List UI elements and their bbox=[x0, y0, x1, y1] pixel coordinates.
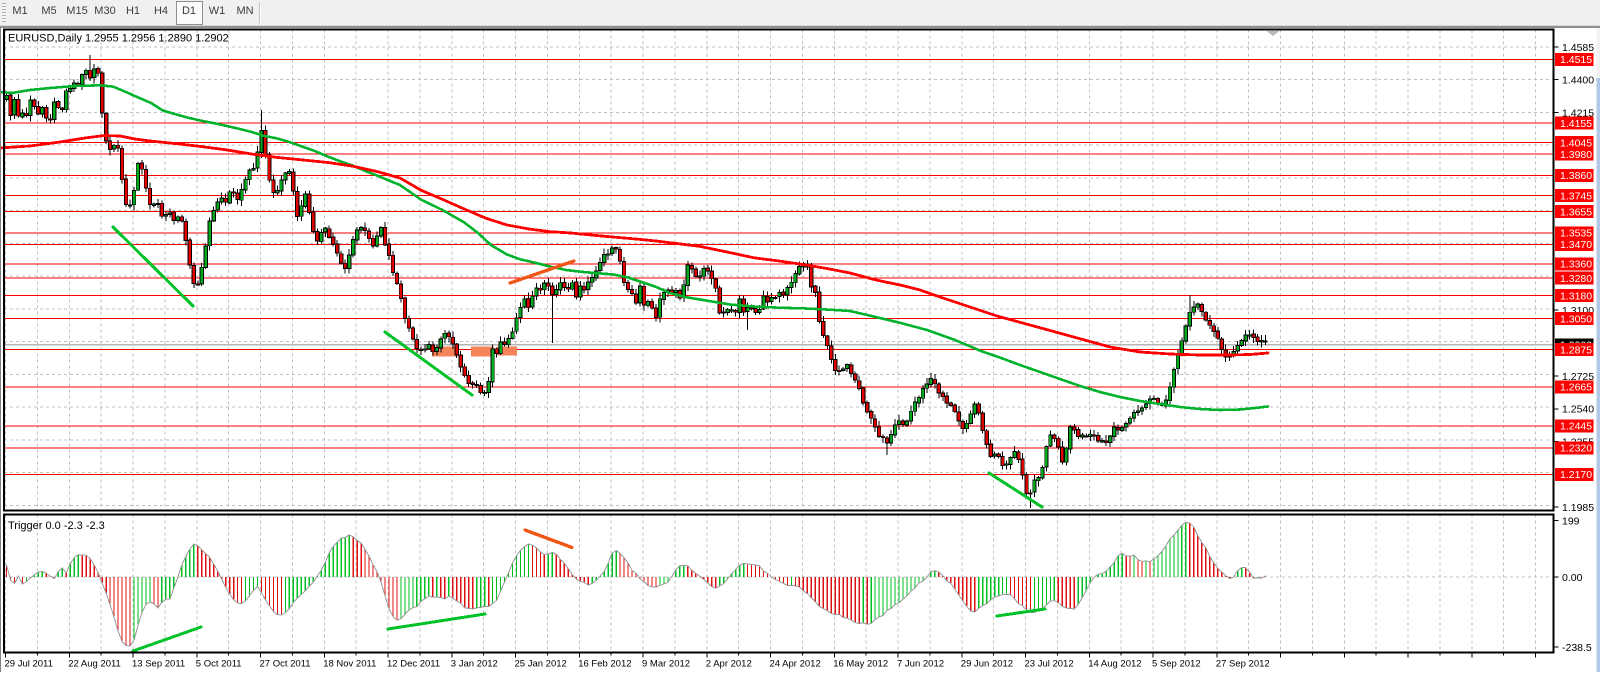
svg-text:1.4045: 1.4045 bbox=[1560, 137, 1592, 149]
svg-text:1.4515: 1.4515 bbox=[1560, 54, 1592, 66]
svg-text:1.3980: 1.3980 bbox=[1560, 149, 1592, 161]
svg-text:22 Aug 2011: 22 Aug 2011 bbox=[68, 659, 121, 670]
svg-text:7 Jun 2012: 7 Jun 2012 bbox=[897, 659, 944, 670]
svg-text:25 Jan 2012: 25 Jan 2012 bbox=[515, 659, 567, 670]
svg-text:9 Mar 2012: 9 Mar 2012 bbox=[642, 659, 690, 670]
svg-text:1.2875: 1.2875 bbox=[1560, 345, 1592, 357]
svg-text:27 Oct 2011: 27 Oct 2011 bbox=[260, 659, 311, 670]
svg-text:5 Sep 2012: 5 Sep 2012 bbox=[1152, 659, 1201, 670]
svg-text:23 Jul 2012: 23 Jul 2012 bbox=[1025, 659, 1074, 670]
svg-text:1.4155: 1.4155 bbox=[1560, 118, 1592, 130]
svg-text:-238.5: -238.5 bbox=[1562, 642, 1592, 654]
svg-text:14 Aug 2012: 14 Aug 2012 bbox=[1088, 659, 1141, 670]
svg-text:0.00: 0.00 bbox=[1562, 572, 1583, 584]
svg-text:27 Sep 2012: 27 Sep 2012 bbox=[1216, 659, 1270, 670]
svg-text:1.2665: 1.2665 bbox=[1560, 382, 1592, 394]
svg-text:12 Dec 2011: 12 Dec 2011 bbox=[387, 659, 440, 670]
svg-text:1.3655: 1.3655 bbox=[1560, 206, 1592, 218]
svg-text:Trigger 0.0 -2.3 -2.3: Trigger 0.0 -2.3 -2.3 bbox=[8, 520, 105, 532]
svg-text:16 Feb 2012: 16 Feb 2012 bbox=[578, 659, 631, 670]
svg-text:29 Jul 2011: 29 Jul 2011 bbox=[5, 659, 53, 670]
svg-text:1.4585: 1.4585 bbox=[1562, 42, 1594, 54]
svg-text:1.3280: 1.3280 bbox=[1560, 273, 1592, 285]
svg-text:24 Apr 2012: 24 Apr 2012 bbox=[770, 659, 821, 670]
svg-text:1.2445: 1.2445 bbox=[1560, 421, 1592, 433]
svg-text:18 Nov 2011: 18 Nov 2011 bbox=[323, 659, 376, 670]
svg-text:199: 199 bbox=[1562, 515, 1580, 527]
svg-text:29 Jun 2012: 29 Jun 2012 bbox=[961, 659, 1013, 670]
svg-text:1.3860: 1.3860 bbox=[1560, 170, 1592, 182]
svg-text:1.2540: 1.2540 bbox=[1562, 404, 1594, 416]
svg-text:3 Jan 2012: 3 Jan 2012 bbox=[451, 659, 498, 670]
svg-text:EURUSD,Daily 1.2955 1.2956 1.: EURUSD,Daily 1.2955 1.2956 1.2890 1.2902 bbox=[8, 33, 229, 45]
svg-text:5 Oct 2011: 5 Oct 2011 bbox=[196, 659, 242, 670]
svg-text:16 May 2012: 16 May 2012 bbox=[833, 659, 888, 670]
svg-text:1.3360: 1.3360 bbox=[1560, 259, 1592, 271]
svg-text:1.3050: 1.3050 bbox=[1560, 314, 1592, 326]
svg-text:1.1985: 1.1985 bbox=[1562, 502, 1594, 514]
svg-text:1.3745: 1.3745 bbox=[1560, 191, 1592, 203]
svg-text:1.2320: 1.2320 bbox=[1560, 443, 1592, 455]
svg-text:1.4400: 1.4400 bbox=[1562, 75, 1594, 87]
svg-text:1.3180: 1.3180 bbox=[1560, 291, 1592, 303]
svg-text:1.2170: 1.2170 bbox=[1560, 469, 1592, 481]
svg-text:1.3470: 1.3470 bbox=[1560, 239, 1592, 251]
svg-text:13 Sep 2011: 13 Sep 2011 bbox=[132, 659, 185, 670]
svg-text:2 Apr 2012: 2 Apr 2012 bbox=[706, 659, 752, 670]
